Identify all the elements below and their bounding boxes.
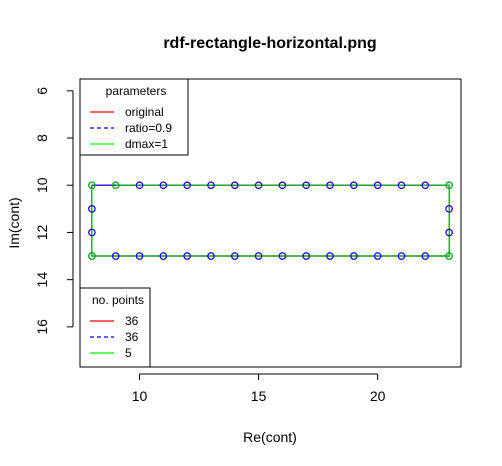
data-point [183, 181, 191, 189]
data-point [397, 252, 406, 260]
data-point [254, 252, 263, 260]
data-point [231, 252, 239, 260]
y-tick-label: 14 [34, 272, 50, 288]
data-point [278, 181, 287, 189]
data-point [111, 181, 120, 189]
series-line-original [91, 184, 450, 257]
data-point [135, 181, 144, 189]
data-point [302, 252, 310, 260]
y-axis: 6 8 10 12 14 16 [34, 87, 74, 335]
legend-no-points: no. points 36 36 5 [79, 287, 151, 368]
legend-label: 36 [125, 314, 139, 328]
legend-label: 5 [125, 346, 132, 360]
data-point [302, 181, 310, 189]
data-point [350, 252, 358, 260]
legend-box [79, 78, 189, 156]
x-tick-label: 10 [132, 388, 148, 404]
legend-parameters: parameters original ratio=0.9 dmax=1 [79, 78, 189, 156]
data-point [231, 181, 239, 189]
data-point [183, 252, 191, 260]
data-point [135, 252, 144, 260]
data-point [88, 181, 96, 189]
data-point [159, 181, 168, 189]
data-point [445, 205, 453, 213]
data-point [421, 252, 430, 260]
data-point [207, 181, 215, 189]
y-tick-label: 8 [34, 134, 50, 142]
data-point [88, 228, 96, 237]
data-point [373, 181, 382, 189]
data-point [88, 252, 96, 260]
legend-label: 36 [125, 330, 139, 344]
x-axis-label: Re(cont) [243, 429, 297, 445]
data-point [278, 252, 287, 260]
y-axis-label: Im(cont) [6, 197, 22, 248]
legend-title: parameters [106, 84, 167, 98]
data-point [421, 181, 430, 189]
data-point [88, 205, 96, 213]
data-point [326, 181, 334, 189]
data-point [207, 252, 215, 260]
legend-title: no. points [92, 293, 144, 307]
data-point [445, 252, 453, 260]
y-tick-label: 12 [34, 224, 50, 240]
data-point [445, 181, 453, 189]
data-point [397, 181, 406, 189]
x-tick-label: 20 [370, 388, 386, 404]
data-point [111, 252, 120, 260]
series-line-ratio=0.9 [91, 184, 450, 257]
data-point [326, 252, 334, 260]
data-point [254, 181, 263, 189]
legend-label: original [125, 105, 164, 119]
data-point [350, 181, 358, 189]
x-axis: 10 15 20 [132, 373, 386, 404]
y-tick-label: 10 [34, 177, 50, 193]
legend-layer: parameters original ratio=0.9 dmax=1 no. poi… [79, 78, 189, 368]
legend-label: ratio=0.9 [125, 121, 172, 135]
data-point [159, 252, 168, 260]
plot-frame [79, 78, 462, 368]
legend-box [79, 287, 151, 368]
legend-label: dmax=1 [125, 137, 168, 151]
y-tick-label: 6 [34, 87, 50, 95]
data-point [373, 252, 382, 260]
x-tick-label: 15 [251, 388, 267, 404]
series-layer [88, 181, 453, 260]
chart-title: rdf-rectangle-horizontal.png [163, 35, 376, 52]
data-point [445, 228, 453, 237]
series-line-dmax=1 [91, 184, 450, 257]
y-tick-label: 16 [34, 319, 50, 335]
